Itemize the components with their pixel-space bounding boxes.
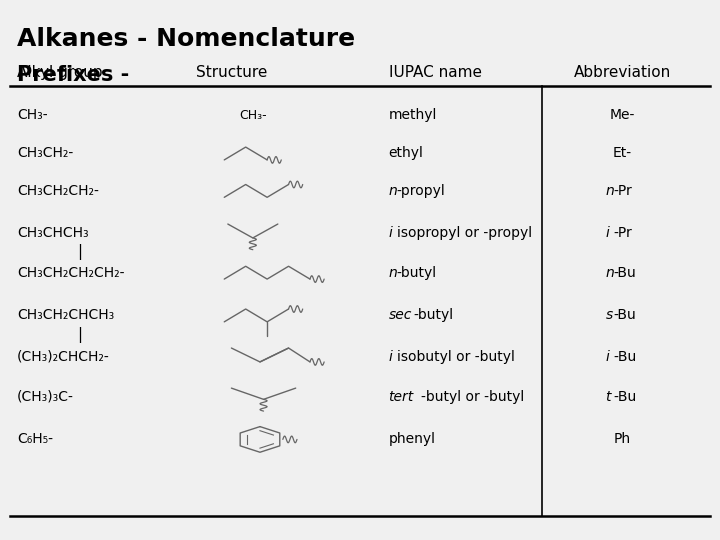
Text: (CH₃)₃C-: (CH₃)₃C- (17, 390, 74, 404)
Text: -butyl: -butyl (397, 266, 437, 280)
Text: n: n (389, 184, 397, 198)
Text: i: i (389, 349, 392, 363)
Text: s: s (606, 308, 613, 322)
Text: n: n (389, 266, 397, 280)
Text: i: i (606, 349, 609, 363)
Text: -Pr: -Pr (613, 184, 632, 198)
Text: ‑Bu: ‑Bu (613, 349, 637, 363)
Text: |: | (77, 245, 83, 260)
Text: Abbreviation: Abbreviation (575, 65, 672, 80)
Text: CH₃CHCH₃: CH₃CHCH₃ (17, 226, 89, 240)
Text: CH₃CH₂CH₂-: CH₃CH₂CH₂- (17, 184, 99, 198)
Text: t: t (606, 390, 611, 404)
Text: sec: sec (389, 308, 412, 322)
Text: Alkanes - Nomenclature: Alkanes - Nomenclature (17, 27, 355, 51)
Text: phenyl: phenyl (389, 433, 436, 447)
Text: tert: tert (389, 390, 414, 404)
Text: CH₃CH₂-: CH₃CH₂- (17, 146, 73, 160)
Text: IUPAC name: IUPAC name (389, 65, 482, 80)
Text: isobutyl or ‑butyl: isobutyl or ‑butyl (397, 349, 515, 363)
Text: ethyl: ethyl (389, 146, 423, 160)
Text: Ph: Ph (614, 433, 631, 447)
Text: Structure: Structure (196, 65, 267, 80)
Text: Prefixes -: Prefixes - (17, 65, 130, 85)
Text: CH₃-: CH₃- (17, 108, 48, 122)
Text: Alkyl group: Alkyl group (17, 65, 103, 80)
Text: (CH₃)₂CHCH₂-: (CH₃)₂CHCH₂- (17, 349, 110, 363)
Text: isopropyl or ‑propyl: isopropyl or ‑propyl (397, 226, 532, 240)
Text: -Bu: -Bu (613, 266, 636, 280)
Text: CH₃-: CH₃- (239, 109, 266, 122)
Text: ‑Bu: ‑Bu (613, 390, 637, 404)
Text: i: i (389, 226, 392, 240)
Text: n: n (606, 266, 614, 280)
Text: CH₃CH₂CHCH₃: CH₃CH₂CHCH₃ (17, 308, 114, 322)
Text: -butyl or ‑butyl: -butyl or ‑butyl (421, 390, 525, 404)
Text: -Bu: -Bu (613, 308, 636, 322)
Text: CH₃CH₂CH₂CH₂-: CH₃CH₂CH₂CH₂- (17, 266, 125, 280)
Text: Et-: Et- (613, 146, 632, 160)
Text: i: i (606, 226, 609, 240)
Text: -propyl: -propyl (397, 184, 446, 198)
Text: -butyl: -butyl (413, 308, 454, 322)
Text: |: | (77, 327, 83, 343)
Text: n: n (606, 184, 614, 198)
Text: Me-: Me- (610, 108, 635, 122)
Text: ‑Pr: ‑Pr (613, 226, 632, 240)
Text: C₆H₅-: C₆H₅- (17, 433, 53, 447)
Text: methyl: methyl (389, 108, 437, 122)
